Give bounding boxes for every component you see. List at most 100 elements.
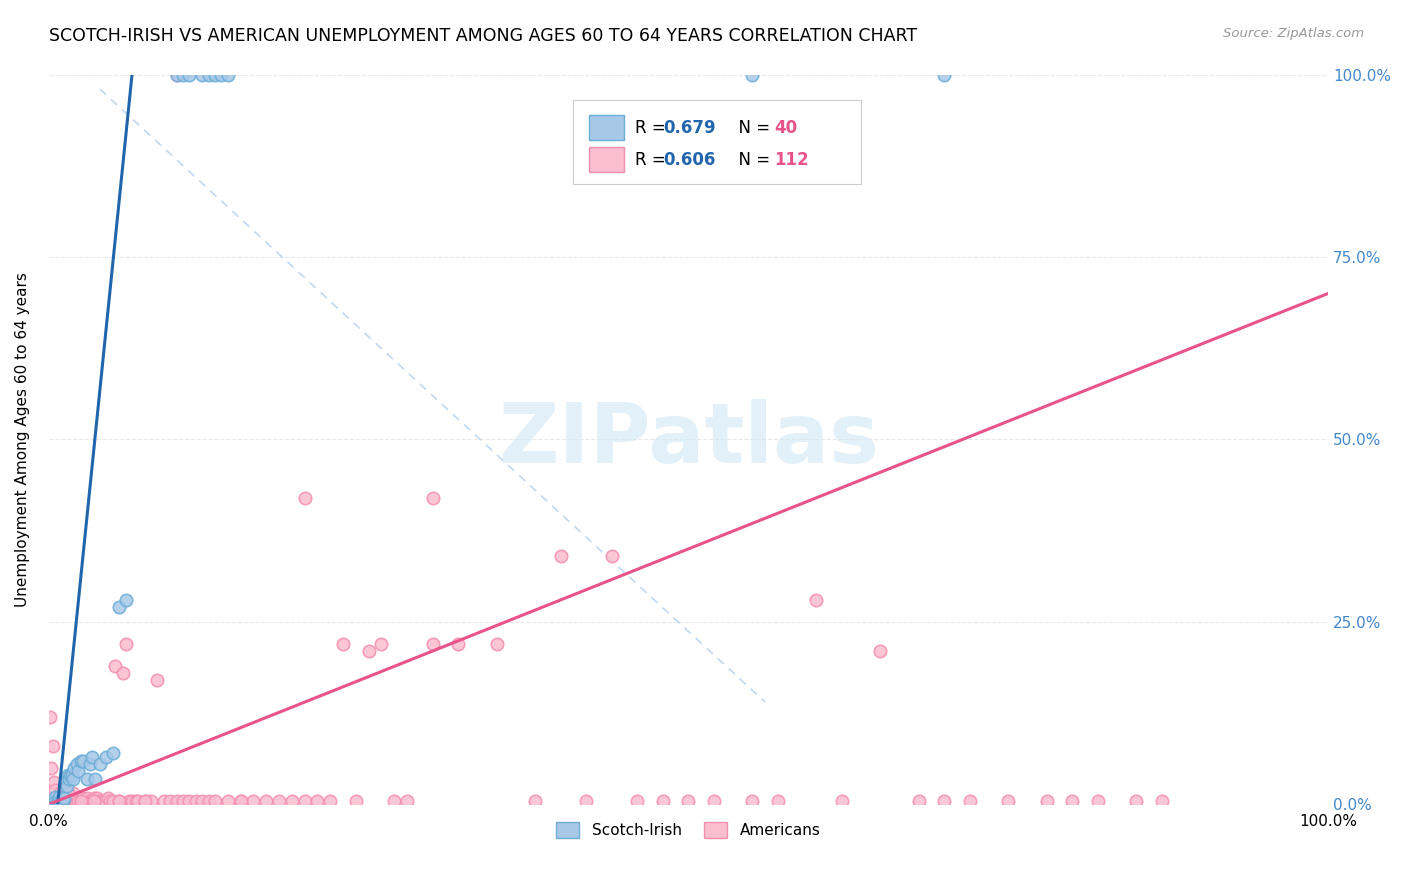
- Americans: [254, 794, 277, 808]
- Scotch-Irish: [56, 768, 79, 782]
- Scotch-Irish: [211, 68, 233, 82]
- Scotch-Irish: [46, 794, 69, 808]
- Scotch-Irish: [191, 68, 214, 82]
- Americans: [48, 794, 70, 808]
- Americans: [1035, 794, 1057, 808]
- Scotch-Irish: [172, 68, 194, 82]
- Americans: [59, 791, 82, 805]
- Americans: [959, 794, 981, 808]
- Americans: [344, 794, 367, 808]
- Americans: [172, 794, 194, 808]
- Scotch-Irish: [934, 68, 956, 82]
- Scotch-Irish: [166, 68, 188, 82]
- Americans: [73, 794, 96, 808]
- Americans: [307, 794, 329, 808]
- Scotch-Irish: [217, 68, 239, 82]
- Text: R =: R =: [634, 151, 671, 169]
- Americans: [907, 794, 929, 808]
- Americans: [82, 794, 104, 808]
- Americans: [134, 794, 156, 808]
- Americans: [108, 794, 131, 808]
- Scotch-Irish: [55, 775, 77, 789]
- Americans: [70, 791, 93, 805]
- Americans: [1087, 794, 1109, 808]
- Americans: [80, 794, 103, 808]
- Scotch-Irish: [44, 790, 66, 805]
- Americans: [42, 794, 65, 808]
- Americans: [45, 794, 67, 808]
- Text: 0.679: 0.679: [662, 119, 716, 136]
- Americans: [485, 637, 508, 651]
- Scotch-Irish: [108, 600, 131, 615]
- Americans: [242, 794, 264, 808]
- Americans: [184, 794, 207, 808]
- Scotch-Irish: [62, 772, 84, 786]
- Americans: [89, 794, 111, 808]
- Scotch-Irish: [179, 68, 201, 82]
- Americans: [766, 794, 789, 808]
- Scotch-Irish: [82, 750, 104, 764]
- Americans: [52, 794, 75, 808]
- Americans: [166, 794, 188, 808]
- Americans: [422, 637, 444, 651]
- Scotch-Irish: [53, 791, 76, 805]
- Americans: [60, 794, 83, 808]
- Scotch-Irish: [83, 772, 105, 786]
- Scotch-Irish: [741, 68, 763, 82]
- Americans: [523, 794, 546, 808]
- Scotch-Irish: [51, 794, 73, 808]
- Americans: [395, 794, 418, 808]
- Americans: [58, 794, 80, 808]
- Americans: [55, 791, 77, 805]
- Text: N =: N =: [728, 119, 776, 136]
- Americans: [98, 794, 121, 808]
- Americans: [134, 794, 156, 808]
- Americans: [125, 794, 148, 808]
- Americans: [229, 794, 252, 808]
- Americans: [1125, 794, 1147, 808]
- Americans: [101, 794, 124, 808]
- Scotch-Irish: [58, 772, 80, 786]
- Americans: [39, 761, 62, 775]
- Americans: [678, 794, 700, 808]
- Americans: [332, 637, 354, 651]
- Scotch-Irish: [79, 757, 101, 772]
- Americans: [42, 775, 65, 789]
- Scotch-Irish: [63, 761, 86, 775]
- Americans: [197, 794, 219, 808]
- Scotch-Irish: [66, 757, 89, 772]
- Scotch-Irish: [59, 768, 82, 782]
- Text: N =: N =: [728, 151, 776, 169]
- Americans: [94, 794, 117, 808]
- Scotch-Irish: [41, 794, 63, 808]
- Americans: [139, 794, 162, 808]
- Americans: [294, 491, 316, 505]
- Americans: [83, 794, 105, 808]
- Scotch-Irish: [48, 790, 70, 805]
- Americans: [56, 794, 79, 808]
- Americans: [114, 637, 136, 651]
- Americans: [741, 794, 763, 808]
- Americans: [56, 786, 79, 800]
- Americans: [39, 710, 62, 724]
- Americans: [831, 794, 853, 808]
- Americans: [267, 794, 290, 808]
- Americans: [934, 794, 956, 808]
- Americans: [118, 794, 141, 808]
- Americans: [382, 794, 405, 808]
- Americans: [84, 794, 107, 808]
- Text: SCOTCH-IRISH VS AMERICAN UNEMPLOYMENT AMONG AGES 60 TO 64 YEARS CORRELATION CHAR: SCOTCH-IRISH VS AMERICAN UNEMPLOYMENT AM…: [49, 27, 917, 45]
- Scotch-Irish: [76, 772, 98, 786]
- Scotch-Irish: [72, 754, 94, 768]
- Americans: [146, 673, 169, 688]
- Americans: [67, 794, 90, 808]
- Americans: [69, 794, 91, 808]
- Americans: [191, 794, 214, 808]
- Americans: [111, 665, 134, 680]
- Americans: [121, 794, 143, 808]
- Americans: [179, 794, 201, 808]
- Americans: [422, 491, 444, 505]
- Americans: [46, 794, 69, 808]
- Americans: [159, 794, 181, 808]
- Americans: [55, 794, 77, 808]
